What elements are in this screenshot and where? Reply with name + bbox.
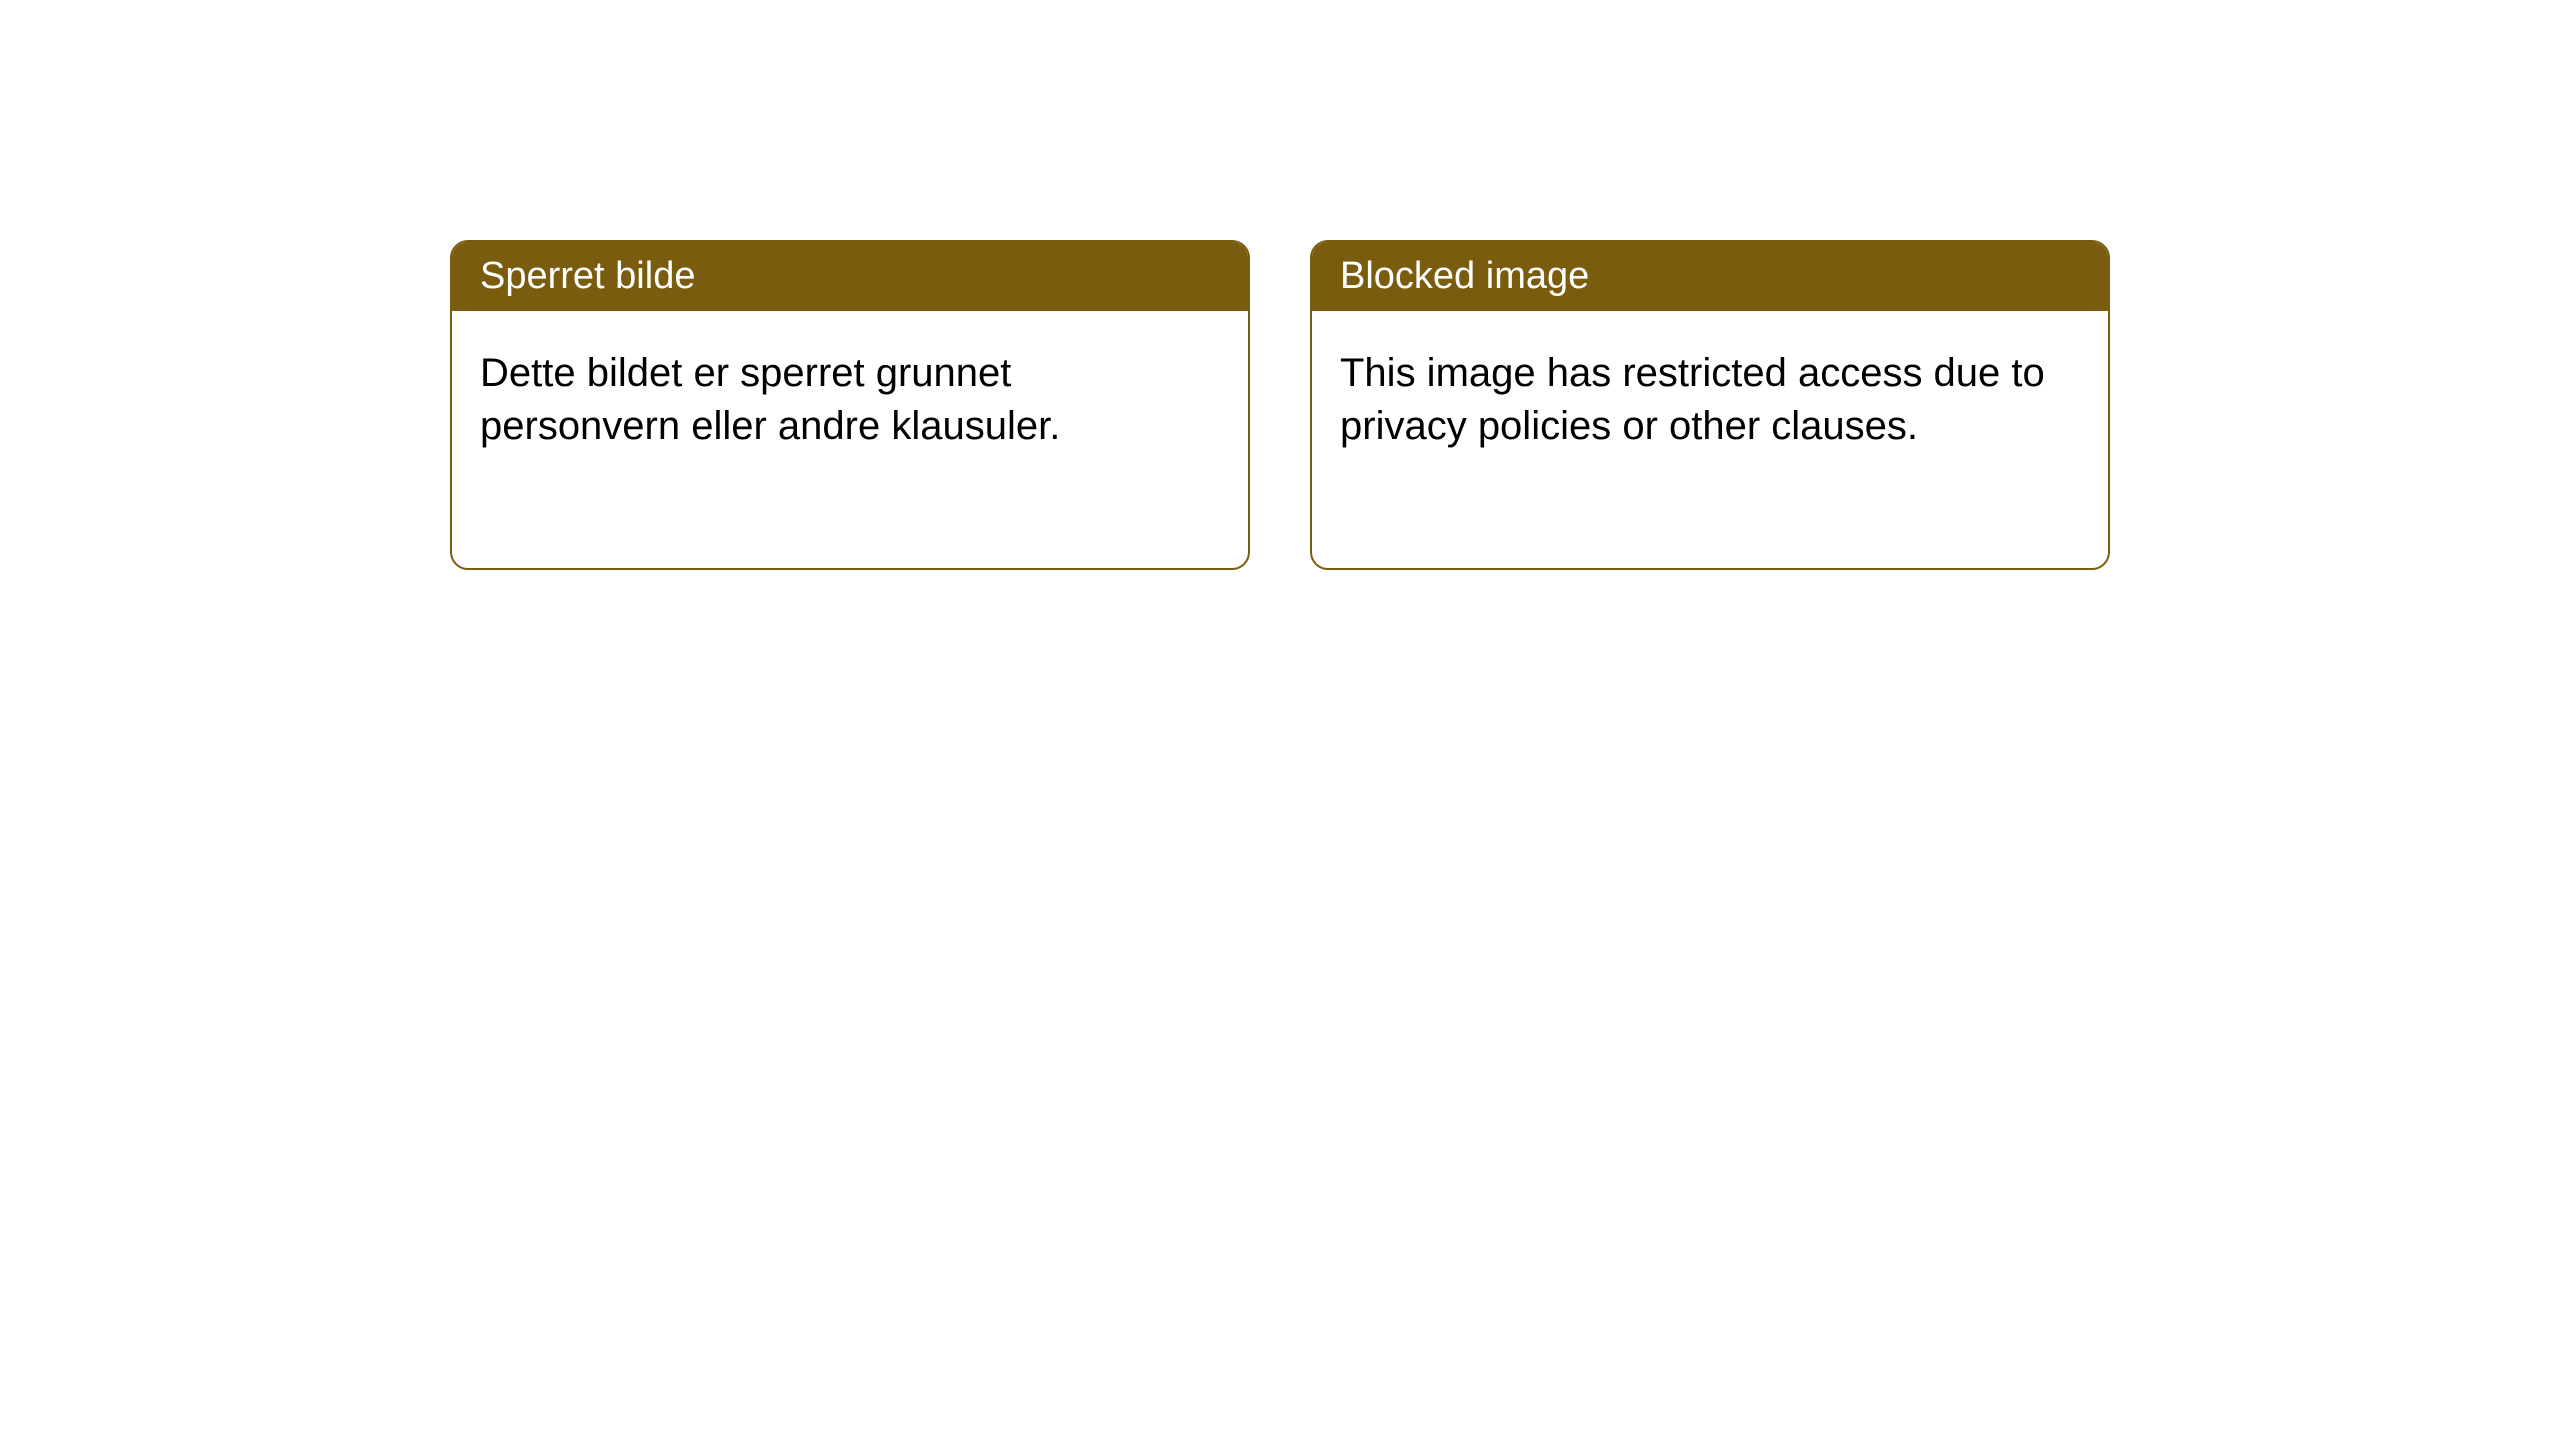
card-message-no: Dette bildet er sperret grunnet personve… xyxy=(452,311,1248,489)
blocked-image-card-no: Sperret bilde Dette bildet er sperret gr… xyxy=(450,240,1250,570)
card-header-en: Blocked image xyxy=(1312,242,2108,311)
blocked-image-card-en: Blocked image This image has restricted … xyxy=(1310,240,2110,570)
blocked-image-cards: Sperret bilde Dette bildet er sperret gr… xyxy=(450,240,2560,570)
card-header-no: Sperret bilde xyxy=(452,242,1248,311)
card-message-en: This image has restricted access due to … xyxy=(1312,311,2108,489)
